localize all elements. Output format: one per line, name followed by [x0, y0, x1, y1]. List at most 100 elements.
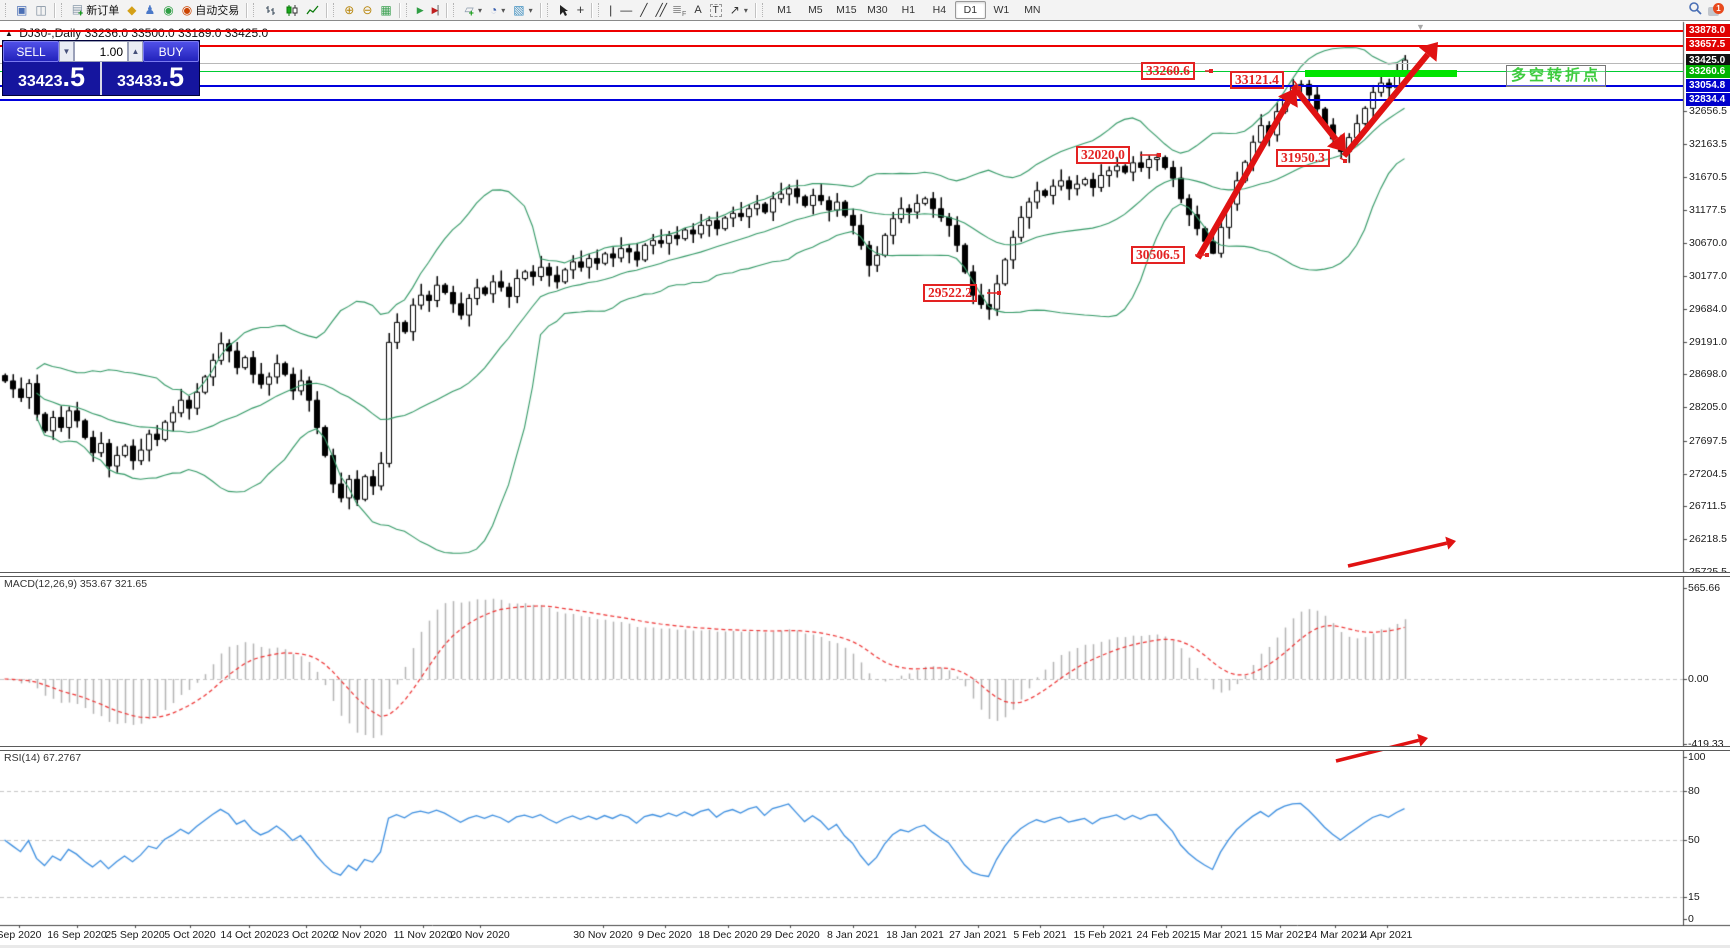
timeframe-w1-button[interactable]: W1: [993, 4, 1010, 16]
toolbar-label-button[interactable]: T: [706, 1, 726, 19]
timeframe-m30-button[interactable]: M30: [867, 4, 888, 16]
price-callout-30506-5[interactable]: 30506.5: [1131, 246, 1185, 264]
toolbar-fibonacci-button[interactable]: ≣F: [668, 1, 690, 19]
hline-tool-icon: —: [620, 2, 633, 17]
toolbar-autotrade-button[interactable]: ◉ 自动交易: [178, 1, 243, 19]
indicator-axis-tick: 565.66: [1688, 582, 1721, 594]
pivot-line[interactable]: [0, 71, 1683, 72]
toolbar-market-watch-button[interactable]: ◆: [123, 1, 140, 19]
price-axis-tick: 31177.5: [1689, 204, 1727, 216]
timeframe-m5-button[interactable]: M5: [808, 4, 823, 16]
price-callout-33121-4[interactable]: 33121.4: [1230, 71, 1284, 89]
periods-icon: ◔: [489, 2, 498, 17]
toolbar-channel-button[interactable]: ╱╱: [652, 1, 668, 19]
cursor-icon: [558, 4, 569, 17]
text-icon: A: [694, 4, 702, 16]
chevron-down-icon[interactable]: ▾: [528, 5, 533, 15]
text-note[interactable]: 多空转折点: [1506, 65, 1607, 87]
bid-price[interactable]: 33423 .5: [17, 62, 86, 92]
date-axis-tick: 24 Feb 2021: [1136, 929, 1196, 941]
trendline-icon: ╱: [640, 2, 648, 17]
timeframe-m15-button[interactable]: M15: [836, 4, 857, 16]
price-axis-tick: 26218.5: [1689, 533, 1727, 545]
toolbar-indicators-button[interactable]: ▱+ ▾: [460, 1, 486, 19]
toolbar-text-button[interactable]: A: [690, 1, 705, 19]
timeframe-h4-button[interactable]: H4: [932, 4, 947, 16]
toolbar-shapes-button[interactable]: ↗ ▾: [726, 1, 752, 19]
date-axis-tick: 15 Mar 2021: [1250, 929, 1310, 941]
toolbar-tile-windows-button[interactable]: ▦: [376, 1, 395, 19]
buy-button[interactable]: BUY: [143, 41, 199, 62]
chevron-down-icon[interactable]: ▾: [477, 5, 482, 15]
price-axis-tick: 26711.5: [1689, 500, 1727, 512]
chevron-down-icon[interactable]: ▾: [501, 5, 506, 15]
date-axis-tick: 5 Oct 2020: [164, 929, 216, 941]
resistance-line-2[interactable]: [0, 45, 1683, 47]
volume-input[interactable]: 1.00: [74, 41, 128, 62]
toolbar-trendline-button[interactable]: ╱: [636, 1, 651, 19]
indicator-axis-tick: 0.00: [1688, 673, 1709, 685]
price-callout-29522-2[interactable]: 29522.2: [923, 284, 977, 302]
rsi-value: 67.2767: [43, 752, 82, 764]
toolbar-data-window-button[interactable]: ♟: [141, 1, 160, 19]
support-line-2[interactable]: [0, 99, 1683, 101]
macd-label: MACD(12,26,9) 353.67 321.65: [4, 578, 148, 590]
toolbar-vline-button[interactable]: |: [605, 1, 616, 19]
toolbar-new-order-button[interactable]: ▤+ 新订单: [68, 1, 124, 19]
timeframe-h1-button[interactable]: H1: [901, 4, 916, 16]
ask-price[interactable]: 33433 .5: [116, 62, 185, 92]
toolbar-templates-button[interactable]: ▧ ▾: [509, 1, 536, 19]
support-zone-band[interactable]: [1305, 70, 1457, 77]
notifications-button[interactable]: 1: [1708, 3, 1724, 17]
toolbar-profiles-button[interactable]: ◫: [31, 1, 50, 19]
toolbar-zoom-out-button[interactable]: ⊖: [358, 1, 376, 19]
toolbar-navigator-button[interactable]: ◉: [159, 1, 177, 19]
chart-shift-marker-icon[interactable]: ▼: [1416, 22, 1425, 32]
toolbar: ▣ ◫ ▤+ 新订单 ◆ ♟ ◉ ◉ 自动交易 ⊕ ⊖ ▦ ▶ ▶| ▱+ ▾ ◔ ▾ ▧ ▾ + | — ╱ ╱╱ ≣F A T ↗ ▾…: [0, 0, 1730, 21]
navigator-icon: ◉: [163, 2, 174, 17]
price-axis-tick: 27697.5: [1689, 435, 1727, 447]
price-callout-32020-0[interactable]: 32020.0: [1076, 146, 1130, 164]
chart-symbol-period: DJ30-,Daily: [19, 26, 82, 40]
toolbar-auto-scroll-button[interactable]: ▶: [413, 1, 428, 19]
shapes-icon: ↗: [729, 2, 740, 17]
date-axis-tick: 14 Oct 2020: [220, 929, 278, 941]
search-icon[interactable]: [1688, 1, 1702, 20]
main-macd-splitter[interactable]: [0, 572, 1730, 577]
current-price-line[interactable]: [0, 63, 1683, 64]
toolbar-candles-button[interactable]: [281, 1, 302, 19]
toolbar-crosshair-button[interactable]: +: [573, 1, 589, 19]
price-axis-tick: 27204.5: [1689, 468, 1727, 480]
indicator-axis-tick: 15: [1688, 891, 1700, 903]
timeframe-d1-button[interactable]: D1: [954, 1, 986, 19]
date-axis-tick: 18 Dec 2020: [698, 929, 758, 941]
timeframe-m1-button[interactable]: M1: [777, 4, 792, 16]
volume-increase-button[interactable]: ▲: [128, 41, 143, 62]
rsi-label: RSI(14) 67.2767: [4, 752, 82, 764]
toolbar-cursor-button[interactable]: [554, 1, 573, 19]
toolbar-hline-tool-button[interactable]: —: [616, 1, 636, 19]
toolbar-periods-button[interactable]: ◔ ▾: [486, 1, 509, 19]
price-callout-33260-6[interactable]: 33260.6: [1141, 62, 1195, 80]
resistance-line-1[interactable]: [0, 30, 1683, 32]
price-line-label: 33878.0: [1686, 24, 1730, 37]
chevron-down-icon[interactable]: ▾: [743, 5, 748, 15]
toolbar-linechart-button[interactable]: [302, 1, 323, 19]
autotrade-icon: ◉: [181, 2, 193, 17]
macd-rsi-splitter[interactable]: [0, 746, 1730, 751]
price-callout-31950-3[interactable]: 31950.3: [1276, 149, 1330, 167]
toolbar-window-button[interactable]: ▣: [12, 1, 31, 19]
volume-decrease-button[interactable]: ▼: [59, 41, 74, 62]
toolbar-bars-button[interactable]: [260, 1, 281, 19]
one-click-trading-panel: SELL ▼ 1.00 ▲ BUY 33423 .5 33433 .5: [2, 40, 200, 96]
toolbar-chart-shift-button[interactable]: ▶|: [428, 1, 444, 19]
timeframe-mn-button[interactable]: MN: [1024, 4, 1041, 16]
sell-button[interactable]: SELL: [3, 41, 59, 62]
indicator-axis-tick: 0: [1688, 913, 1694, 925]
date-axis-tick: 8 Jan 2021: [827, 929, 879, 941]
indicators-icon: ▱+: [464, 1, 474, 18]
price-axis-tick: 29191.0: [1689, 336, 1727, 348]
toolbar-zoom-in-button[interactable]: ⊕: [340, 1, 358, 19]
support-line-1[interactable]: [0, 85, 1683, 87]
